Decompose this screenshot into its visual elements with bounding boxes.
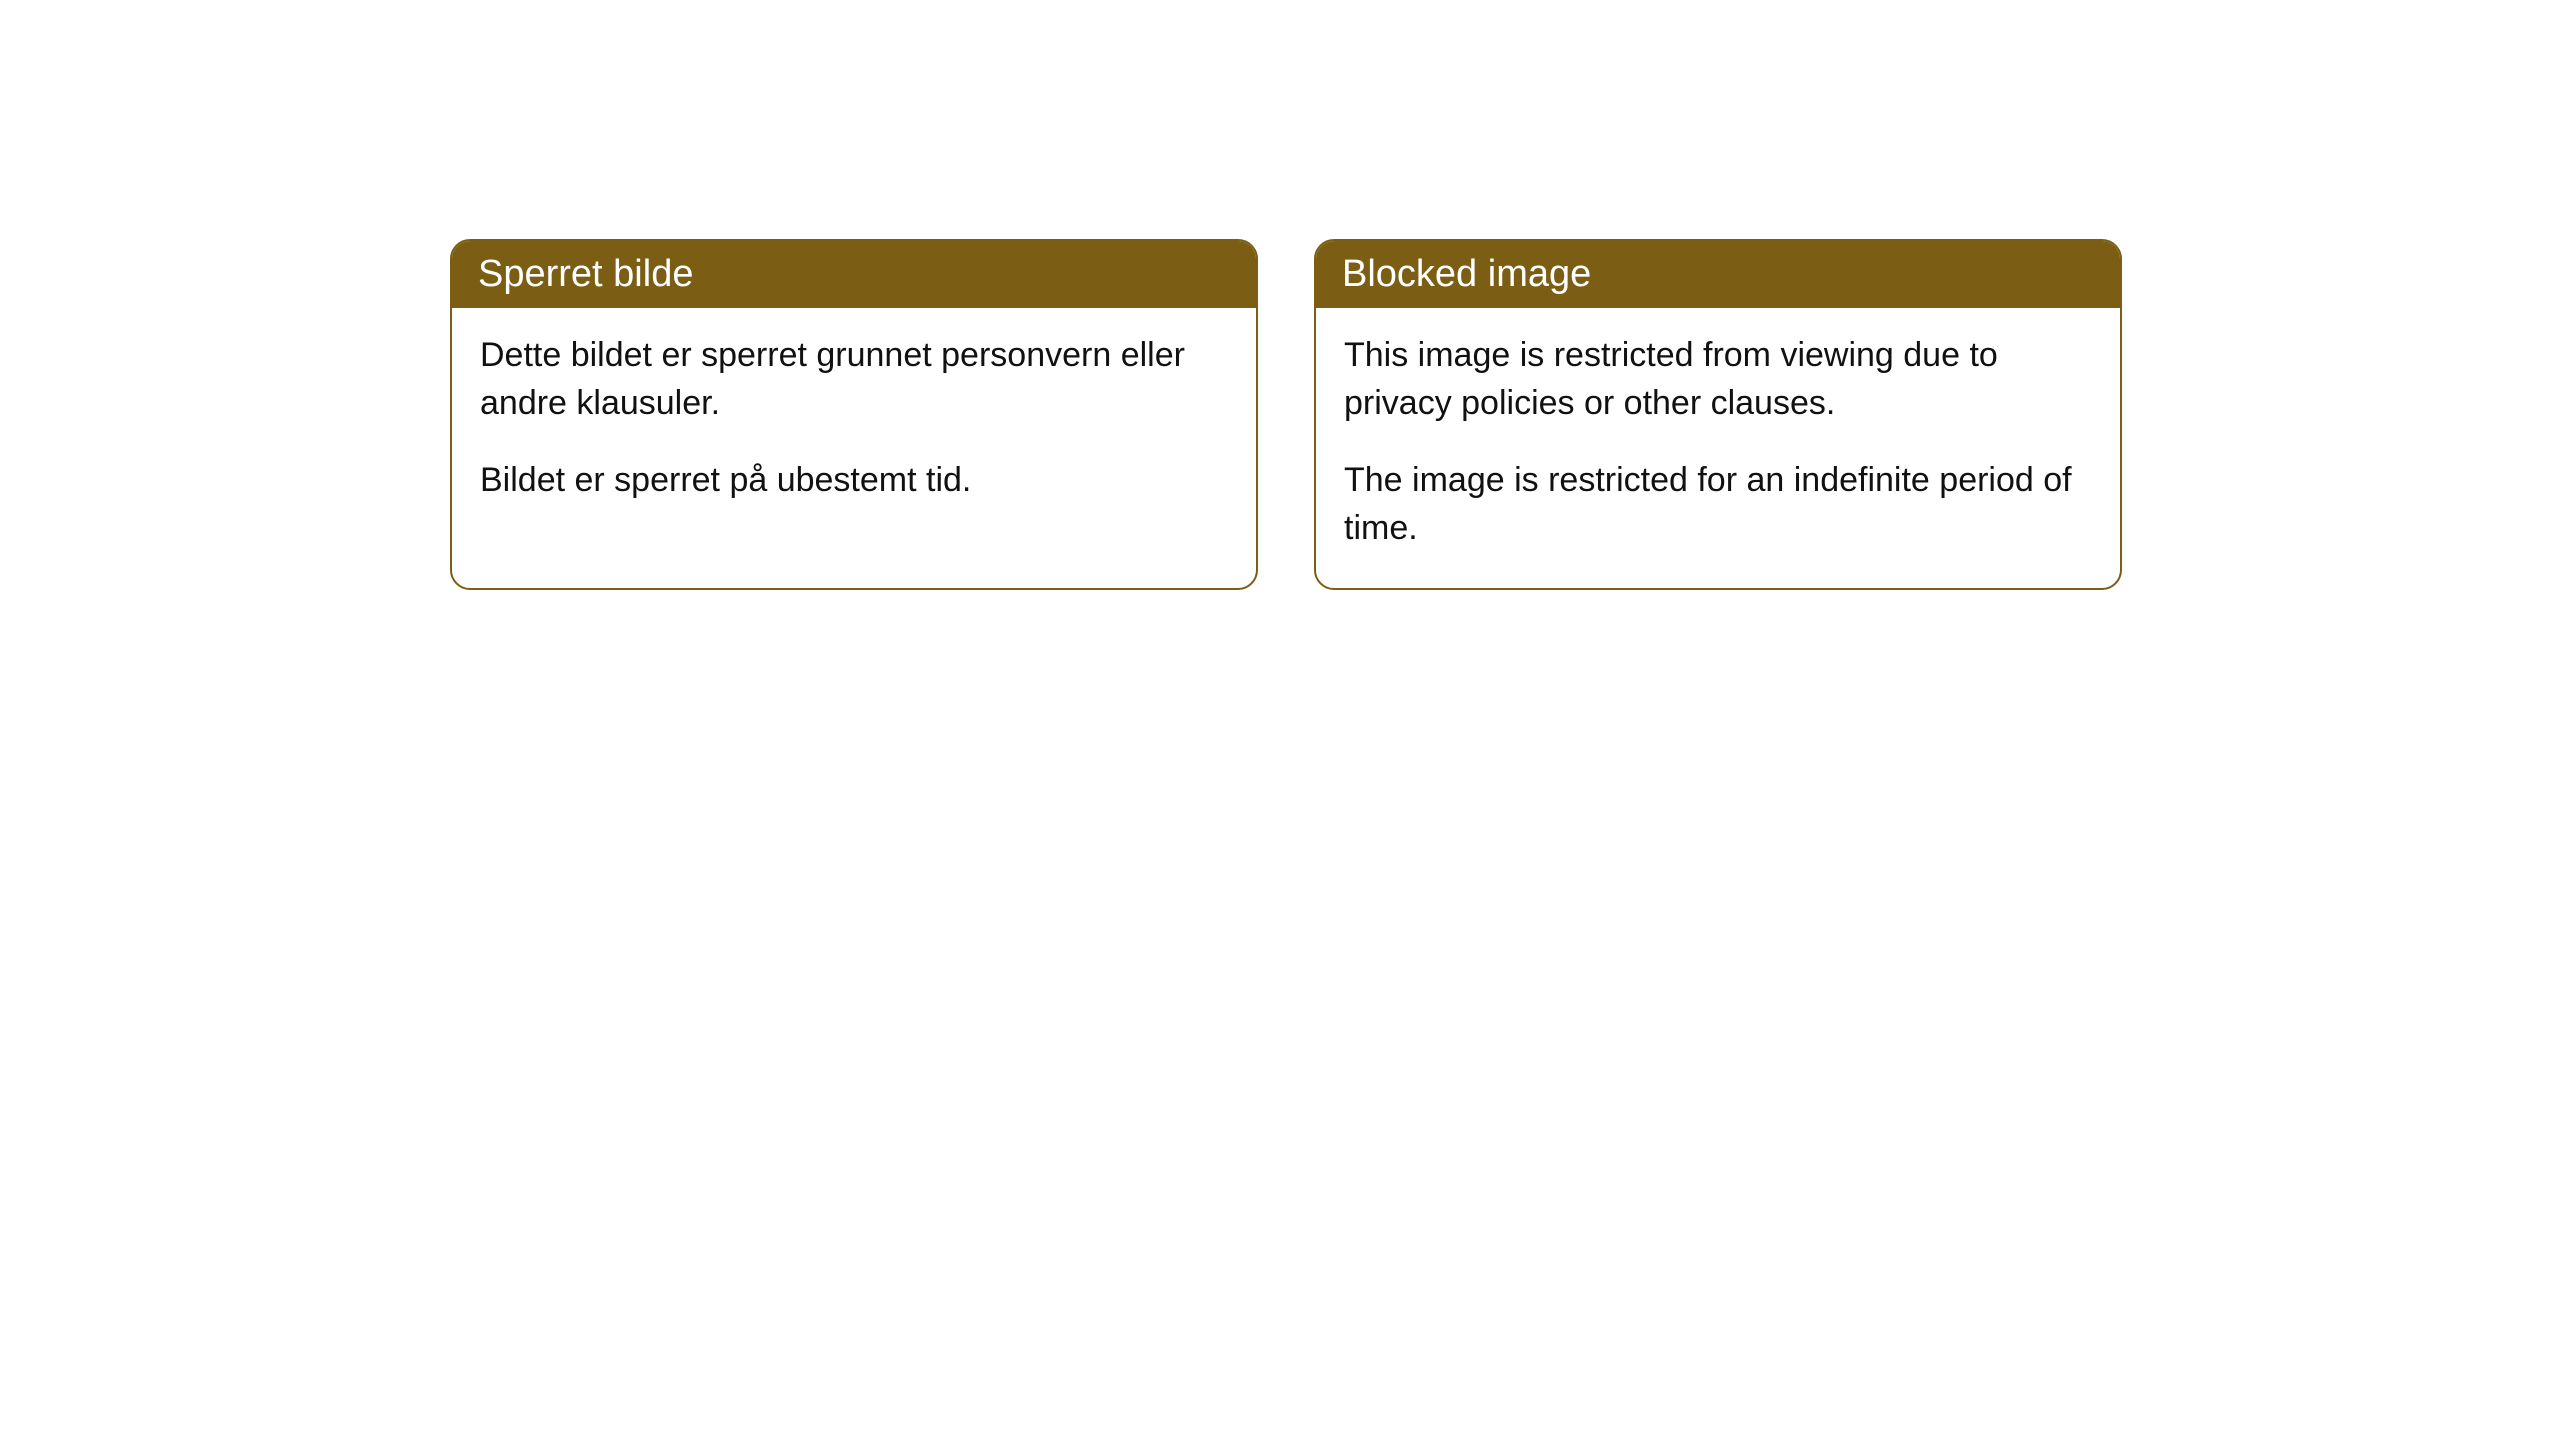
paragraph-2: Bildet er sperret på ubestemt tid. [480,457,1228,505]
notice-card-norwegian: Sperret bilde Dette bildet er sperret gr… [450,239,1258,590]
card-body-english: This image is restricted from viewing du… [1316,308,2120,588]
paragraph-2: The image is restricted for an indefinit… [1344,457,2092,552]
card-title: Blocked image [1342,253,1591,295]
card-header-norwegian: Sperret bilde [452,241,1256,308]
paragraph-1: Dette bildet er sperret grunnet personve… [480,332,1228,427]
notice-card-english: Blocked image This image is restricted f… [1314,239,2122,590]
paragraph-1: This image is restricted from viewing du… [1344,332,2092,427]
card-body-norwegian: Dette bildet er sperret grunnet personve… [452,308,1256,541]
notice-cards-container: Sperret bilde Dette bildet er sperret gr… [450,239,2122,590]
card-header-english: Blocked image [1316,241,2120,308]
card-title: Sperret bilde [478,253,693,295]
